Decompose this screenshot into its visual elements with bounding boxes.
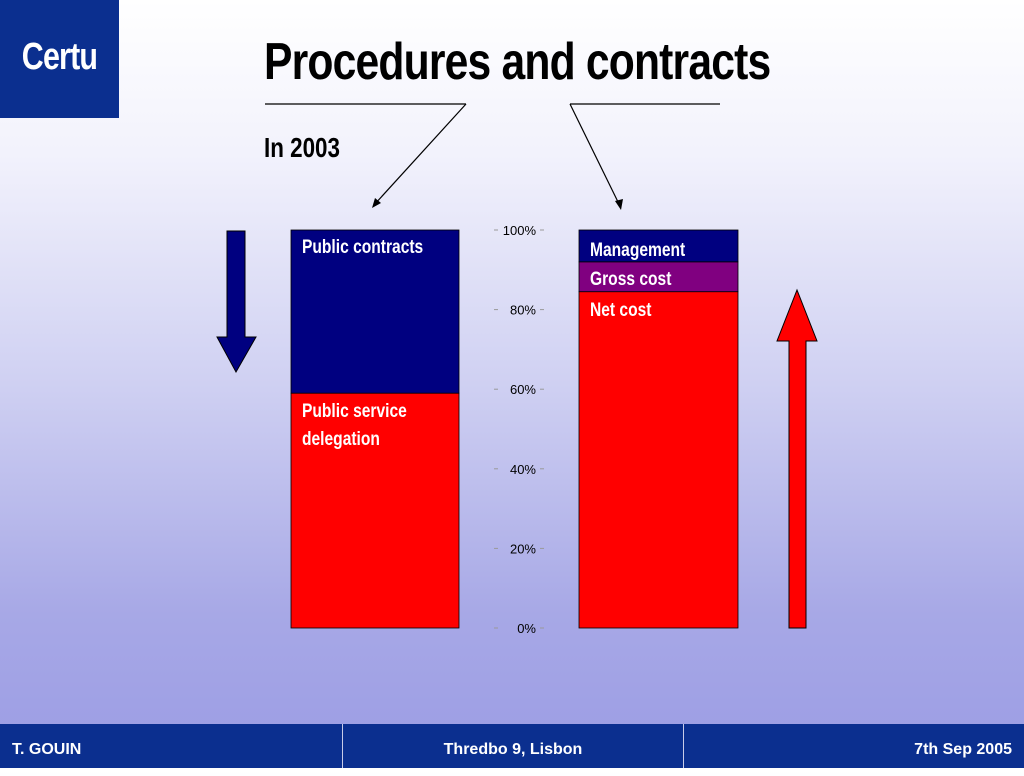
bar-2-segment-management	[578, 229, 739, 263]
label-public-service-line2: delegation	[302, 429, 380, 450]
title-callout-lines	[265, 103, 720, 210]
decrease-arrow-icon	[216, 230, 257, 374]
y-tick-label: 60%	[510, 382, 536, 397]
bar-1-segment-public-service-delegation	[290, 392, 460, 629]
label-gross-cost: Gross cost	[590, 269, 672, 290]
slide-subtitle: In 2003	[264, 132, 340, 163]
y-tick-label: 80%	[510, 303, 536, 318]
bar-2-segment-net-cost	[578, 291, 739, 629]
footer-event: Thredbo 9, Lisbon	[443, 741, 583, 758]
certu-logo: Certu	[0, 0, 119, 118]
label-management: Management	[590, 240, 686, 261]
footer-divider	[683, 724, 684, 768]
footer-author: T. GOUIN	[12, 741, 82, 758]
footer-divider	[342, 724, 343, 768]
label-public-service-line1: Public service	[302, 401, 407, 422]
y-tick-label: 40%	[510, 462, 536, 477]
stacked-bar-chart: 0% 20% 40% 60% 80% 100%	[216, 103, 818, 636]
bar-1-segment-public-contracts	[290, 229, 460, 394]
y-tick-label: 20%	[510, 541, 536, 556]
bar-2-segment-gross-cost	[578, 261, 739, 293]
footer-bar: T. GOUIN Thredbo 9, Lisbon 7th Sep 2005	[0, 724, 1024, 768]
label-net-cost: Net cost	[590, 300, 652, 321]
y-tick-label: 0%	[517, 621, 536, 636]
slide-title: Procedures and contracts	[264, 33, 771, 91]
footer-date: 7th Sep 2005	[914, 741, 1012, 758]
logo-text: Certu	[21, 36, 98, 78]
increase-arrow-icon	[776, 288, 818, 629]
label-public-contracts: Public contracts	[302, 237, 424, 258]
y-tick-label: 100%	[503, 223, 537, 238]
